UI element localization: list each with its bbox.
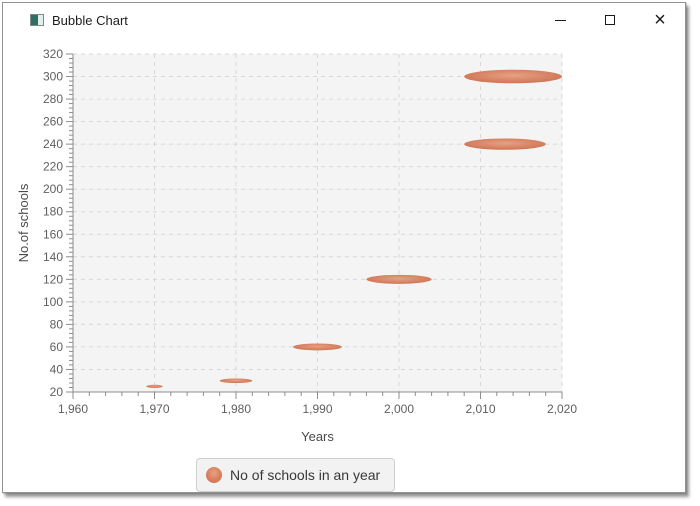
bubble — [366, 274, 432, 284]
app-icon — [30, 14, 44, 26]
x-tick-label: 1,980 — [221, 402, 251, 416]
x-tick-label: 1,990 — [302, 402, 332, 416]
chart-area: 1,960 1,970 1,980 1,990 2,000 2,010 2,020 20 40 6… — [3, 37, 685, 492]
y-tick-label: 160 — [43, 227, 63, 241]
y-tick-label: 200 — [43, 182, 63, 196]
x-tick-label: 2,010 — [465, 402, 495, 416]
close-icon: × — [654, 9, 666, 31]
y-tick-label: 240 — [43, 137, 63, 151]
chart-legend: No of schools in an year — [196, 458, 396, 492]
x-axis-label: Years — [301, 429, 334, 444]
window-controls: × — [535, 3, 685, 37]
x-tick-label: 2,020 — [547, 402, 577, 416]
bubble — [219, 378, 253, 383]
y-tick-label: 40 — [50, 362, 64, 376]
y-tick-label: 320 — [43, 47, 63, 61]
bubble — [464, 138, 546, 150]
bubble — [293, 343, 342, 351]
maximize-icon — [605, 15, 615, 25]
y-tick-label: 260 — [43, 115, 63, 129]
y-tick-label: 120 — [43, 272, 63, 286]
bubble — [146, 384, 163, 388]
minimize-icon — [554, 19, 566, 21]
maximize-button[interactable] — [585, 3, 635, 37]
y-tick-label: 300 — [43, 70, 63, 84]
y-tick-label: 20 — [50, 385, 64, 399]
close-button[interactable]: × — [635, 3, 685, 37]
bubble — [464, 69, 562, 84]
bubble-chart: 1,960 1,970 1,980 1,990 2,000 2,010 2,020 20 40 6… — [16, 47, 577, 444]
y-tick-label: 180 — [43, 205, 63, 219]
y-tick-label: 60 — [50, 340, 64, 354]
y-tick-label: 220 — [43, 160, 63, 174]
legend-bubble-icon — [206, 467, 222, 483]
x-tick-label: 1,960 — [58, 402, 88, 416]
legend-label: No of schools in an year — [230, 467, 381, 483]
window-titlebar[interactable]: Bubble Chart × — [3, 3, 685, 37]
y-axis-label: No.of schools — [16, 183, 31, 262]
y-tick-label: 100 — [43, 295, 63, 309]
app-window: Bubble Chart × 1,960 1,970 1,980 1,990 2,000… — [2, 2, 686, 493]
minimize-button[interactable] — [535, 3, 585, 37]
y-tick-label: 140 — [43, 250, 63, 264]
x-tick-label: 2,000 — [384, 402, 414, 416]
y-tick-label: 280 — [43, 92, 63, 106]
x-tick-label: 1,970 — [139, 402, 169, 416]
y-tick-label: 80 — [50, 317, 64, 331]
window-title: Bubble Chart — [52, 12, 128, 28]
